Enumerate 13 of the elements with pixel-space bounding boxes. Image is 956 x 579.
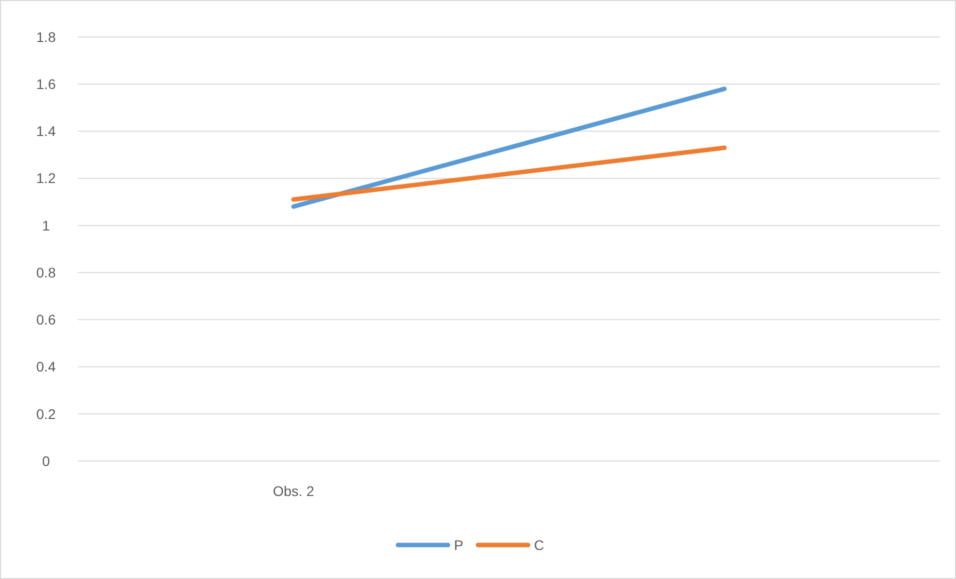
y-tick-label: 1.6 xyxy=(36,76,56,92)
y-tick-label: 1 xyxy=(42,217,50,234)
y-tick-label: 1.2 xyxy=(36,170,56,186)
y-tick-label: 1.4 xyxy=(36,123,56,140)
legend-label: P xyxy=(454,536,464,553)
y-tick-label: 1.8 xyxy=(36,28,56,45)
y-tick-label: 0 xyxy=(42,452,50,469)
x-tick-label: Obs. 2 xyxy=(272,483,314,499)
y-tick-label: 0.2 xyxy=(36,406,56,422)
y-tick-label: 0.6 xyxy=(36,312,56,328)
y-tick-label: 0.4 xyxy=(36,358,56,375)
y-tick-label: 0.8 xyxy=(36,264,56,280)
legend-label: C xyxy=(534,536,544,553)
